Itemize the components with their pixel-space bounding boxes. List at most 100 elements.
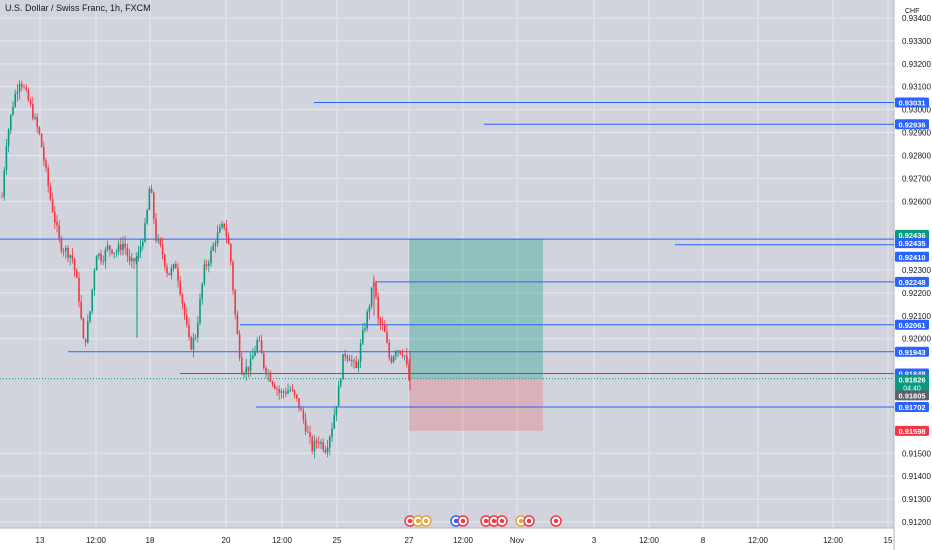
candle-body: [58, 225, 60, 239]
candle-body: [348, 358, 351, 361]
price-line-label[interactable]: [895, 251, 929, 262]
price-line-label[interactable]: [895, 119, 929, 130]
candle-body: [267, 373, 269, 375]
candle-body: [69, 255, 71, 258]
candle-body: [98, 253, 100, 257]
candle-body: [243, 373, 245, 375]
candle-body: [142, 241, 144, 247]
price-line-value: 0.92248: [898, 278, 925, 287]
price-line-label[interactable]: [895, 229, 929, 240]
exchange-label: FXCM: [125, 3, 151, 13]
candle-body: [282, 391, 285, 393]
candle-body: [329, 436, 331, 448]
title-separator: ,: [120, 3, 126, 13]
candle-body: [78, 277, 80, 302]
candle-body: [73, 258, 76, 271]
candle-body: [307, 431, 309, 433]
price-line-label[interactable]: [895, 276, 929, 287]
candle-body: [93, 270, 96, 290]
candle-body: [133, 258, 135, 262]
price-axis[interactable]: 0.93400 0.93300 0.93200 0.93100 0.93000 0.929…: [895, 8, 931, 527]
candle-body: [67, 247, 69, 258]
candle-body: [232, 261, 234, 291]
candle-body: [122, 243, 124, 251]
candle-body: [309, 432, 311, 438]
candle-body: [153, 192, 155, 219]
candle-body: [375, 282, 377, 298]
candle-body: [298, 398, 300, 409]
candle-body: [318, 442, 320, 444]
time-tick-label: 12:00: [272, 536, 293, 545]
price-tick-label: 0.93100: [902, 83, 931, 92]
candle-body: [10, 114, 12, 131]
interval-label[interactable]: 1h: [110, 3, 121, 13]
candle-body: [238, 334, 241, 358]
event-icon-dot: [518, 518, 524, 524]
candle-body: [65, 247, 67, 252]
candle-body: [157, 238, 159, 241]
candle-body: [388, 342, 390, 358]
candle-body: [161, 244, 164, 255]
candle-body: [331, 428, 333, 437]
profit-zone[interactable]: [409, 238, 543, 379]
price-tick-label: 0.93300: [902, 37, 931, 46]
time-tick-label: 25: [333, 536, 342, 545]
candle-body: [95, 256, 98, 271]
candle-body: [386, 331, 388, 343]
candle-body: [126, 247, 129, 257]
position-tool[interactable]: [409, 238, 543, 431]
price-tick-label: 0.92200: [902, 289, 931, 298]
price-tick-label: 0.92800: [902, 151, 931, 160]
candle-body: [205, 264, 208, 266]
price-line-value: 0.92061: [898, 321, 925, 330]
time-tick-label: Nov: [510, 536, 524, 545]
price-tick-label: 0.91400: [902, 472, 931, 481]
horizontal-lines[interactable]: [0, 102, 894, 408]
price-line-label[interactable]: [895, 425, 929, 436]
candle-body: [23, 86, 25, 88]
time-tick-label: 12:00: [748, 536, 769, 545]
price-line-value: 0.91826: [898, 376, 925, 385]
candle-body: [34, 117, 36, 119]
candle-body: [293, 390, 296, 395]
candle-body: [3, 170, 5, 197]
price-line-label[interactable]: [895, 97, 929, 108]
price-line-label[interactable]: [895, 374, 929, 393]
candle-body: [113, 252, 115, 254]
candle-body: [159, 238, 162, 245]
price-line-value: 0.91598: [898, 427, 925, 436]
price-line-label[interactable]: [895, 390, 929, 401]
candle-body: [179, 280, 181, 295]
price-line-label[interactable]: [895, 401, 929, 412]
candle-body: [296, 394, 298, 399]
time-axis[interactable]: 13 12:00 18 20 12:00 25 27 12:00 Nov 3 12:00 8 12:00…: [36, 536, 893, 545]
candle-body: [5, 146, 8, 171]
candle-body: [370, 287, 373, 307]
price-line-label[interactable]: [895, 319, 929, 330]
candle-body: [18, 83, 21, 92]
price-line-value: 0.91702: [898, 403, 925, 412]
candle-body: [43, 147, 45, 161]
event-icon-dot: [407, 518, 413, 524]
candle-body: [377, 297, 379, 319]
time-tick-label: 27: [405, 536, 414, 545]
candle-body: [124, 243, 126, 248]
candle-body: [104, 249, 107, 262]
candle-body: [214, 243, 217, 246]
candle-body: [109, 245, 111, 250]
price-axis-background: [894, 0, 932, 550]
time-tick-label: 12:00: [639, 536, 660, 545]
stop-loss-zone[interactable]: [409, 378, 543, 431]
candle-body: [56, 222, 58, 226]
symbol-name[interactable]: U.S. Dollar / Swiss Franc: [5, 3, 106, 13]
candle-body: [172, 264, 175, 269]
candle-body: [12, 106, 14, 115]
price-line-label[interactable]: [895, 346, 929, 357]
candle-body: [269, 373, 272, 382]
economic-events[interactable]: [404, 515, 562, 527]
candle-body: [227, 236, 230, 245]
price-line-label[interactable]: [895, 238, 929, 249]
plot-background: [0, 0, 894, 528]
candle-body: [60, 238, 63, 252]
